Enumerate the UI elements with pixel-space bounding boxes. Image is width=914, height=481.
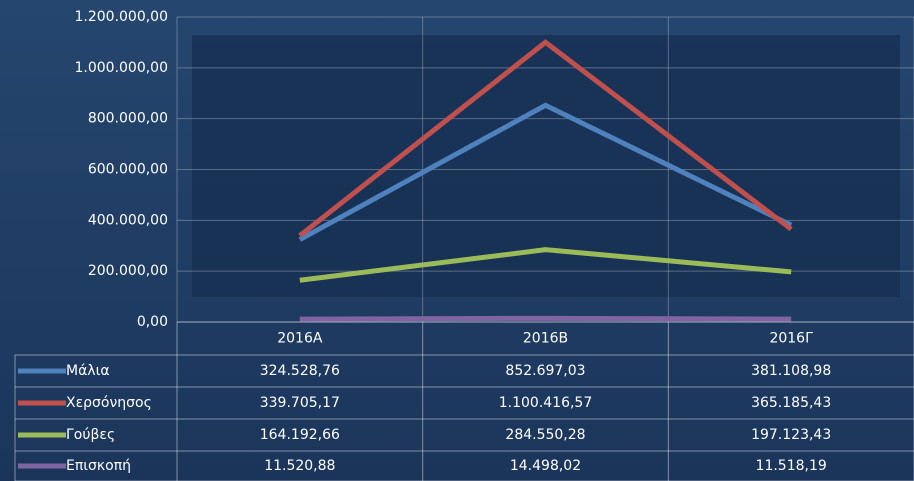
table-value: 381.108,98 bbox=[751, 363, 831, 379]
y-tick-label: 800.000,00 bbox=[88, 111, 168, 127]
y-tick-label: 600.000,00 bbox=[88, 162, 168, 178]
x-tick-label: 2016Γ bbox=[769, 331, 813, 347]
table-value: 365.185,43 bbox=[751, 395, 831, 411]
series-line bbox=[298, 102, 793, 242]
y-tick-label: 400.000,00 bbox=[88, 212, 168, 228]
y-tick-label: 1.200.000,00 bbox=[74, 9, 168, 25]
plot-shade bbox=[192, 35, 900, 297]
table-value: 164.192,66 bbox=[260, 427, 340, 443]
x-tick-label: 2016Β bbox=[523, 331, 568, 347]
x-tick-label: 2016Α bbox=[277, 331, 323, 347]
legend-label: Γούβες bbox=[66, 427, 115, 443]
y-tick-label: 0,00 bbox=[137, 314, 168, 330]
table-value: 197.123,43 bbox=[751, 427, 831, 443]
table-value: 11.518,19 bbox=[756, 458, 827, 474]
y-tick-label: 200.000,00 bbox=[88, 263, 168, 279]
table-value: 324.528,76 bbox=[260, 363, 340, 379]
table-value: 1.100.416,57 bbox=[499, 395, 593, 411]
legend-label: Μάλια bbox=[66, 363, 110, 379]
table-value: 852.697,03 bbox=[505, 363, 585, 379]
legend-label: Χερσόνησος bbox=[66, 395, 152, 411]
legend-label: Επισκοπή bbox=[66, 458, 131, 474]
table-value: 14.498,02 bbox=[510, 458, 581, 474]
series-line bbox=[299, 315, 792, 322]
table-value: 11.520,88 bbox=[264, 458, 335, 474]
y-tick-label: 1.000.000,00 bbox=[74, 60, 168, 76]
series-line bbox=[298, 39, 793, 238]
series-line bbox=[299, 247, 792, 283]
table-value: 284.550,28 bbox=[505, 427, 585, 443]
table-value: 339.705,17 bbox=[260, 395, 340, 411]
